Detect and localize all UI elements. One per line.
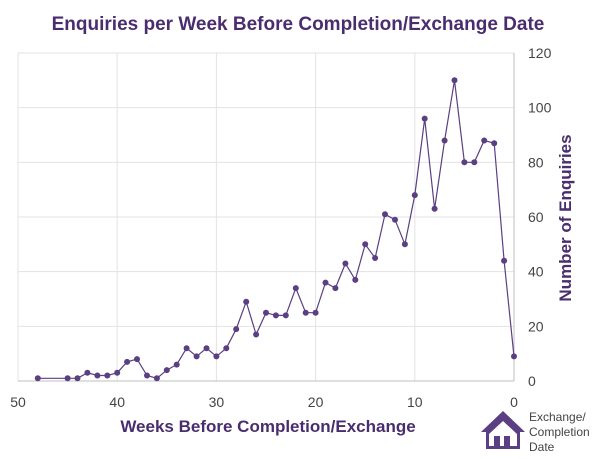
- data-point: [173, 361, 180, 368]
- data-point: [263, 309, 269, 316]
- data-point: [183, 345, 190, 352]
- data-point: [292, 285, 299, 292]
- data-point: [114, 369, 121, 376]
- data-point: [233, 326, 240, 333]
- data-point: [213, 353, 220, 360]
- house-icon: [481, 411, 525, 449]
- data-point: [84, 369, 91, 376]
- y-tick-label: 80: [528, 154, 544, 170]
- data-point: [163, 367, 170, 374]
- data-point: [491, 140, 498, 147]
- data-point: [34, 375, 41, 382]
- data-point: [372, 255, 379, 261]
- x-tick-label: 40: [109, 394, 125, 410]
- exchange-completion-annotation: Exchange/ Completion Date: [481, 410, 590, 454]
- data-point: [124, 358, 131, 365]
- y-tick-label: 120: [528, 45, 552, 61]
- annotation-line-1: Exchange/: [529, 410, 586, 424]
- data-point: [94, 372, 101, 379]
- data-point: [272, 312, 279, 319]
- x-tick-label: 0: [510, 394, 518, 410]
- series-enquiries: [34, 77, 517, 382]
- data-point: [253, 331, 260, 338]
- data-point: [352, 276, 359, 283]
- data-point: [382, 211, 388, 218]
- data-point: [421, 115, 428, 122]
- y-tick-label: 100: [528, 100, 552, 116]
- y-axis-label: Number of Enquiries: [556, 134, 575, 301]
- annotation-line-3: Date: [529, 440, 555, 454]
- data-point: [134, 356, 140, 363]
- annotation-line-2: Completion: [529, 425, 590, 439]
- grid: [17, 52, 514, 381]
- data-point: [441, 137, 448, 144]
- y-tick-label: 0: [528, 373, 536, 389]
- data-point: [342, 260, 349, 267]
- data-point: [471, 159, 478, 166]
- data-point: [74, 375, 81, 382]
- y-tick-label: 40: [528, 264, 544, 280]
- data-point: [461, 159, 468, 166]
- data-point: [302, 309, 309, 316]
- y-tick-label: 20: [528, 318, 544, 334]
- axes: [18, 53, 515, 382]
- data-point: [401, 241, 408, 248]
- x-tick-label: 50: [10, 394, 26, 410]
- data-point: [104, 372, 111, 379]
- data-point: [144, 372, 150, 379]
- data-point: [243, 298, 250, 305]
- x-tick-label: 30: [209, 394, 225, 410]
- data-point: [282, 312, 289, 319]
- data-point: [64, 375, 71, 382]
- data-point: [223, 345, 230, 352]
- data-point: [451, 77, 458, 84]
- x-tick-label: 10: [407, 394, 423, 410]
- chart-title: Enquiries per Week Before Completion/Exc…: [52, 14, 545, 35]
- y-tick-label: 60: [528, 209, 544, 225]
- data-point: [362, 241, 369, 248]
- data-point: [501, 257, 508, 264]
- data-point: [322, 279, 329, 286]
- series-line: [37, 80, 515, 379]
- data-point: [411, 192, 418, 199]
- x-tick-label: 20: [308, 394, 324, 410]
- data-point: [511, 353, 517, 360]
- data-point: [392, 216, 398, 223]
- data-point: [431, 205, 438, 212]
- data-point: [153, 375, 160, 382]
- data-point: [332, 285, 339, 292]
- data-point: [481, 137, 488, 144]
- data-point: [312, 309, 319, 316]
- data-point: [193, 353, 200, 360]
- data-point: [203, 345, 210, 352]
- x-axis-label: Weeks Before Completion/Exchange: [120, 417, 415, 436]
